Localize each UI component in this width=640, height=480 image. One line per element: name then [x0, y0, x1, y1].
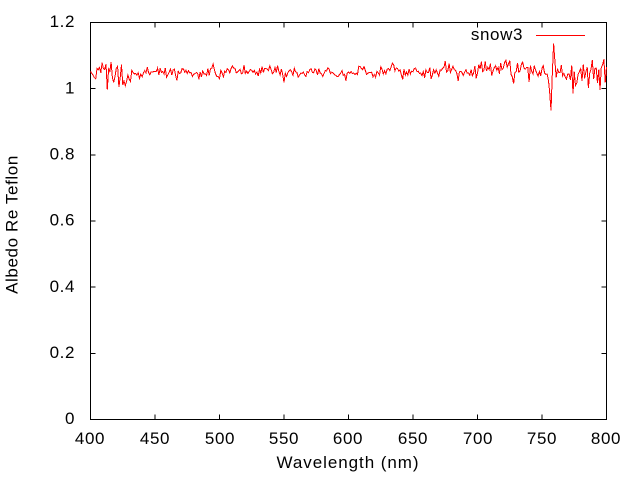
svg-text:Albedo Re Teflon: Albedo Re Teflon — [3, 155, 22, 294]
svg-text:snow3: snow3 — [471, 25, 523, 44]
svg-text:0.2: 0.2 — [50, 343, 75, 362]
svg-text:Wavelength (nm): Wavelength (nm) — [276, 453, 419, 472]
svg-text:750: 750 — [527, 429, 557, 448]
svg-text:450: 450 — [140, 429, 170, 448]
svg-text:550: 550 — [269, 429, 299, 448]
svg-text:0: 0 — [65, 409, 75, 428]
svg-text:700: 700 — [463, 429, 493, 448]
svg-text:500: 500 — [205, 429, 235, 448]
svg-text:1: 1 — [65, 78, 75, 97]
svg-text:0.6: 0.6 — [50, 211, 75, 230]
svg-text:0.4: 0.4 — [50, 277, 75, 296]
svg-text:400: 400 — [75, 429, 105, 448]
svg-text:800: 800 — [591, 429, 621, 448]
svg-text:650: 650 — [398, 429, 428, 448]
svg-text:0.8: 0.8 — [50, 144, 75, 163]
svg-text:1.2: 1.2 — [50, 12, 75, 31]
svg-text:600: 600 — [333, 429, 363, 448]
